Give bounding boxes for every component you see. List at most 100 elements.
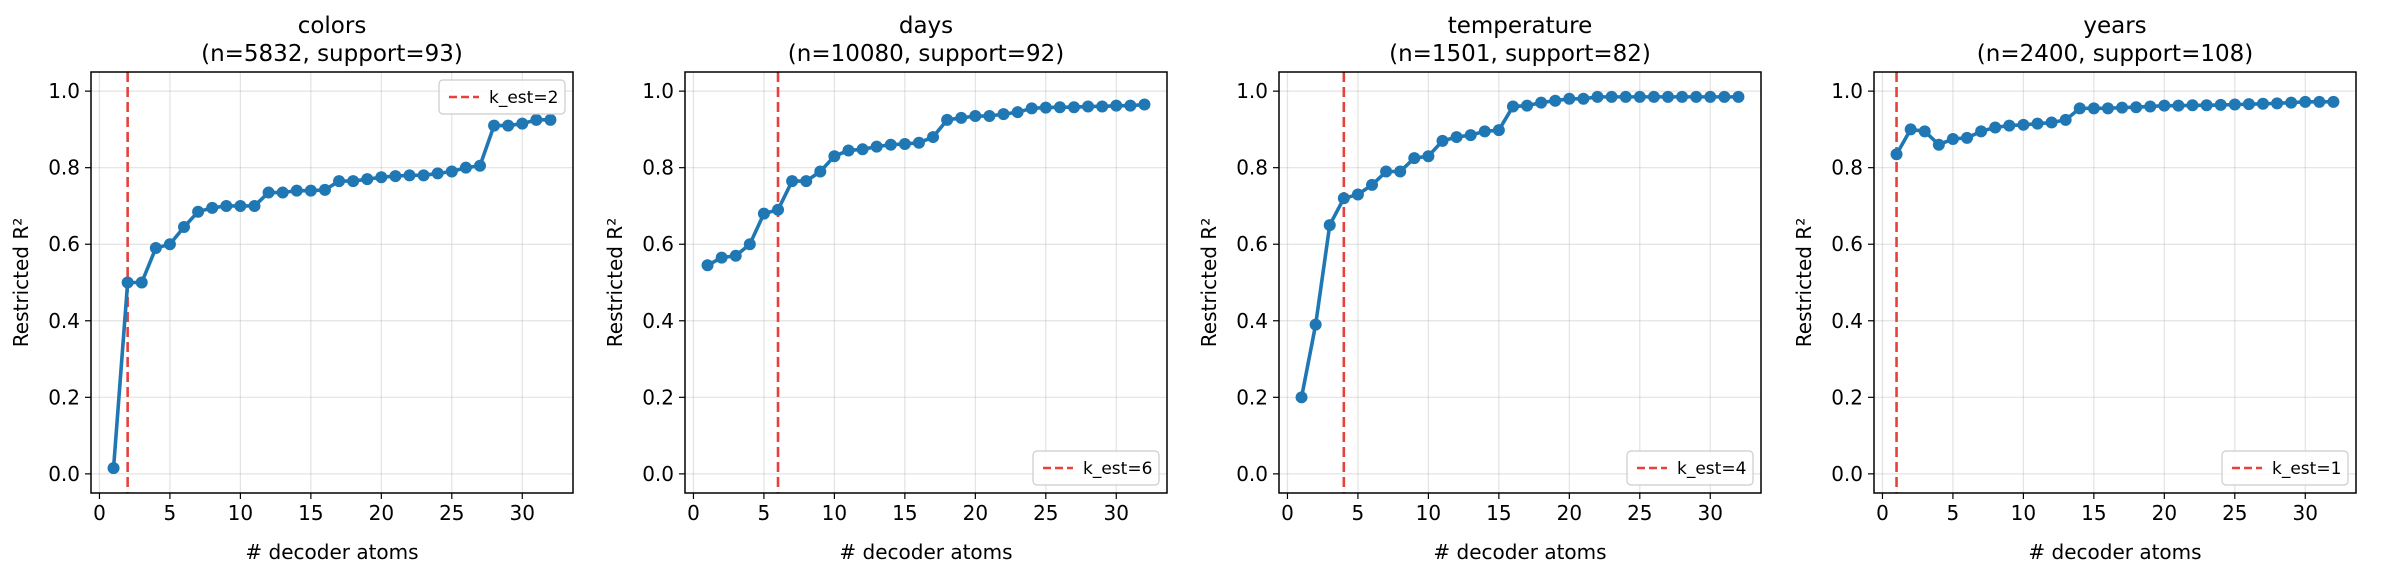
x-tick-label: 10 <box>1416 501 1441 525</box>
series-line <box>111 118 551 469</box>
data-point <box>2087 102 2100 115</box>
data-point <box>2327 95 2340 108</box>
data-point <box>729 249 742 262</box>
series-line <box>1894 100 2334 156</box>
y-tick-label: 0.6 <box>1236 232 1268 256</box>
x-tick-label: 0 <box>1281 501 1294 525</box>
data-point <box>1082 100 1095 113</box>
data-point <box>1351 188 1364 201</box>
data-point <box>459 161 472 174</box>
y-axis-label: Restricted R² <box>1792 218 1816 347</box>
legend-label: k_est=6 <box>1083 459 1152 479</box>
data-point <box>107 462 120 475</box>
x-axis-label: # decoder atoms <box>839 540 1012 564</box>
y-tick-label: 0.8 <box>1236 156 1268 180</box>
subplot-days: 0 5 10 15 20 25 30 0.0 0.2 0.4 0.6 0.8 1.0 k_est=6 day… <box>603 13 1168 564</box>
subplot-temperature: 0 5 10 15 20 25 30 0.0 0.2 0.4 0.6 0.8 1.0 k_est=4 tem… <box>1197 13 1762 564</box>
data-point <box>828 150 841 163</box>
series-line <box>1299 95 1739 398</box>
x-axis-label: # decoder atoms <box>1433 540 1606 564</box>
data-point <box>1067 101 1080 114</box>
data-point <box>403 169 416 182</box>
data-point <box>1989 121 2002 134</box>
data-point <box>1549 94 1562 107</box>
y-tick-label: 0.2 <box>1236 385 1268 409</box>
axes-frame <box>90 71 574 494</box>
legend-box <box>1626 450 1754 486</box>
data-point <box>2256 97 2269 110</box>
y-axis-label: Restricted R² <box>603 218 627 347</box>
data-point <box>1975 125 1988 138</box>
x-tick-label: 10 <box>228 501 253 525</box>
x-tick-label: 0 <box>1876 501 1889 525</box>
data-point <box>2200 99 2213 112</box>
data-point <box>1946 132 1959 145</box>
subplot-years: 0 5 10 15 20 25 30 0.0 0.2 0.4 0.6 0.8 1.0 k_est=1 yea… <box>1792 13 2357 564</box>
y-tick-label: 0.0 <box>1236 462 1268 486</box>
y-tick-label: 1.0 <box>642 79 674 103</box>
subplot-subtitle: (n=1501, support=82) <box>1389 41 1651 67</box>
data-point <box>1918 125 1931 138</box>
legend: k_est=6 <box>1032 450 1160 486</box>
legend-label: k_est=4 <box>1677 459 1746 479</box>
data-point <box>2285 96 2298 109</box>
axes-frame <box>1278 71 1762 494</box>
subplot-subtitle: (n=2400, support=108) <box>1977 41 2253 67</box>
data-point <box>1394 165 1407 178</box>
data-point <box>1633 90 1646 103</box>
data-point <box>149 242 162 255</box>
data-point <box>1053 101 1066 114</box>
data-point <box>1506 100 1519 113</box>
data-point <box>715 251 728 264</box>
legend: k_est=4 <box>1626 450 1754 486</box>
data-point <box>1295 391 1308 404</box>
subplot-title: colors <box>298 13 367 39</box>
data-point <box>870 140 883 153</box>
data-point <box>1732 90 1745 103</box>
data-point <box>502 119 515 132</box>
data-point <box>1676 90 1689 103</box>
data-point <box>1492 124 1505 137</box>
legend-box <box>1032 450 1160 486</box>
x-tick-label: 5 <box>1352 501 1365 525</box>
data-point <box>1718 90 1731 103</box>
data-point <box>1661 90 1674 103</box>
data-point <box>544 113 557 126</box>
data-point <box>2003 119 2016 132</box>
x-tick-label: 25 <box>1033 501 1058 525</box>
data-point <box>941 113 954 126</box>
data-point <box>1904 123 1917 136</box>
x-tick-label: 25 <box>1627 501 1652 525</box>
data-point <box>473 159 486 172</box>
data-point <box>361 173 374 186</box>
x-tick-label: 25 <box>2222 501 2247 525</box>
data-point <box>2299 95 2312 108</box>
data-point <box>530 113 543 126</box>
data-point <box>2271 97 2284 110</box>
data-point <box>1039 101 1052 114</box>
axes-frame <box>684 71 1168 494</box>
y-tick-label: 1.0 <box>1831 79 1863 103</box>
y-tick-label: 0.0 <box>48 462 80 486</box>
data-point <box>1124 99 1137 112</box>
data-point <box>1605 90 1618 103</box>
data-point <box>1577 92 1590 105</box>
data-point <box>2158 99 2171 112</box>
legend-label: k_est=2 <box>489 88 558 108</box>
legend: k_est=2 <box>438 79 566 115</box>
y-tick-label: 0.4 <box>48 309 80 333</box>
data-point <box>1932 138 1945 151</box>
data-point <box>2172 99 2185 112</box>
y-tick-label: 0.2 <box>1831 385 1863 409</box>
data-point <box>2101 102 2114 115</box>
data-point <box>347 175 360 188</box>
x-tick-label: 5 <box>164 501 177 525</box>
legend: k_est=1 <box>2221 450 2349 486</box>
y-axis-label: Restricted R² <box>1197 218 1221 347</box>
data-point <box>772 203 785 216</box>
axes-frame <box>1873 71 2357 494</box>
data-point <box>842 144 855 157</box>
subplot-subtitle: (n=10080, support=92) <box>788 41 1064 67</box>
data-point <box>1619 90 1632 103</box>
